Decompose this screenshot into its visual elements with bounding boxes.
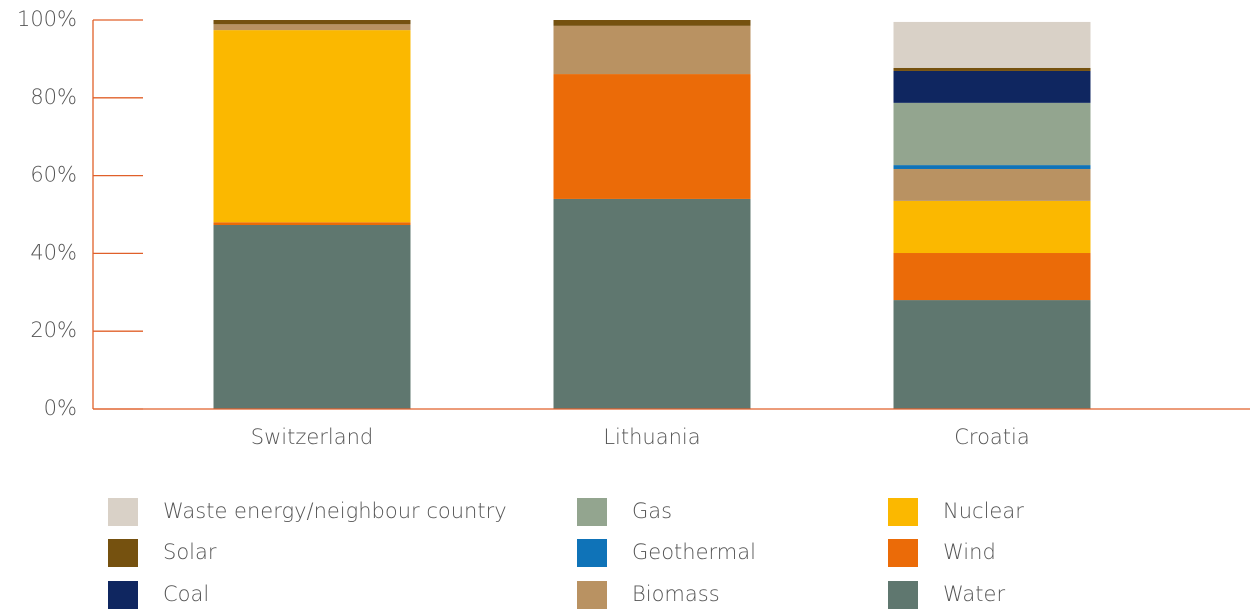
bar-segment [893, 165, 1091, 169]
bar-segment [553, 25, 751, 75]
legend-swatch [108, 498, 138, 526]
y-tick-label: 0% [44, 396, 77, 420]
legend-label: Geothermal [632, 540, 756, 564]
y-tick-label: 80% [30, 85, 77, 109]
legend-swatch [888, 581, 918, 609]
bar-segment [553, 198, 751, 409]
legend-swatch [577, 498, 607, 526]
bar-segment [893, 102, 1091, 166]
bar-segment [213, 24, 411, 31]
bar-segment [213, 225, 411, 409]
y-tick-label: 100% [17, 7, 77, 31]
bar-segment [553, 74, 751, 199]
bar-segment [553, 20, 751, 26]
legend-label: Biomass [632, 582, 720, 606]
legend-swatch [888, 539, 918, 567]
y-tick-label: 40% [30, 240, 77, 264]
bar-segment [893, 253, 1091, 301]
bar-segment [213, 30, 411, 223]
y-tick-label: 60% [30, 163, 77, 187]
legend-label: Gas [632, 499, 672, 523]
legend-label: Solar [163, 540, 217, 564]
bar-segment [893, 67, 1091, 71]
legend-swatch [108, 539, 138, 567]
bar-segment [213, 222, 411, 226]
y-tick-label: 20% [30, 318, 77, 342]
legend-label: Nuclear [943, 499, 1024, 523]
x-tick-label: Lithuania [603, 425, 700, 449]
legend-label: Water [943, 582, 1005, 606]
bar-segment [893, 168, 1091, 201]
bar-segment [213, 20, 411, 25]
legend-label: Wind [943, 540, 996, 564]
bar-segment [893, 200, 1091, 254]
legend-label: Waste energy/neighbour country [163, 499, 507, 523]
legend-swatch [108, 581, 138, 609]
legend-swatch [577, 581, 607, 609]
bar-segment [893, 21, 1091, 68]
legend-label: Coal [163, 582, 209, 606]
x-tick-label: Croatia [954, 425, 1030, 449]
x-tick-label: Switzerland [251, 425, 374, 449]
bar-segment [893, 70, 1091, 103]
legend-swatch [888, 498, 918, 526]
legend-swatch [577, 539, 607, 567]
bar-segment [893, 300, 1091, 409]
